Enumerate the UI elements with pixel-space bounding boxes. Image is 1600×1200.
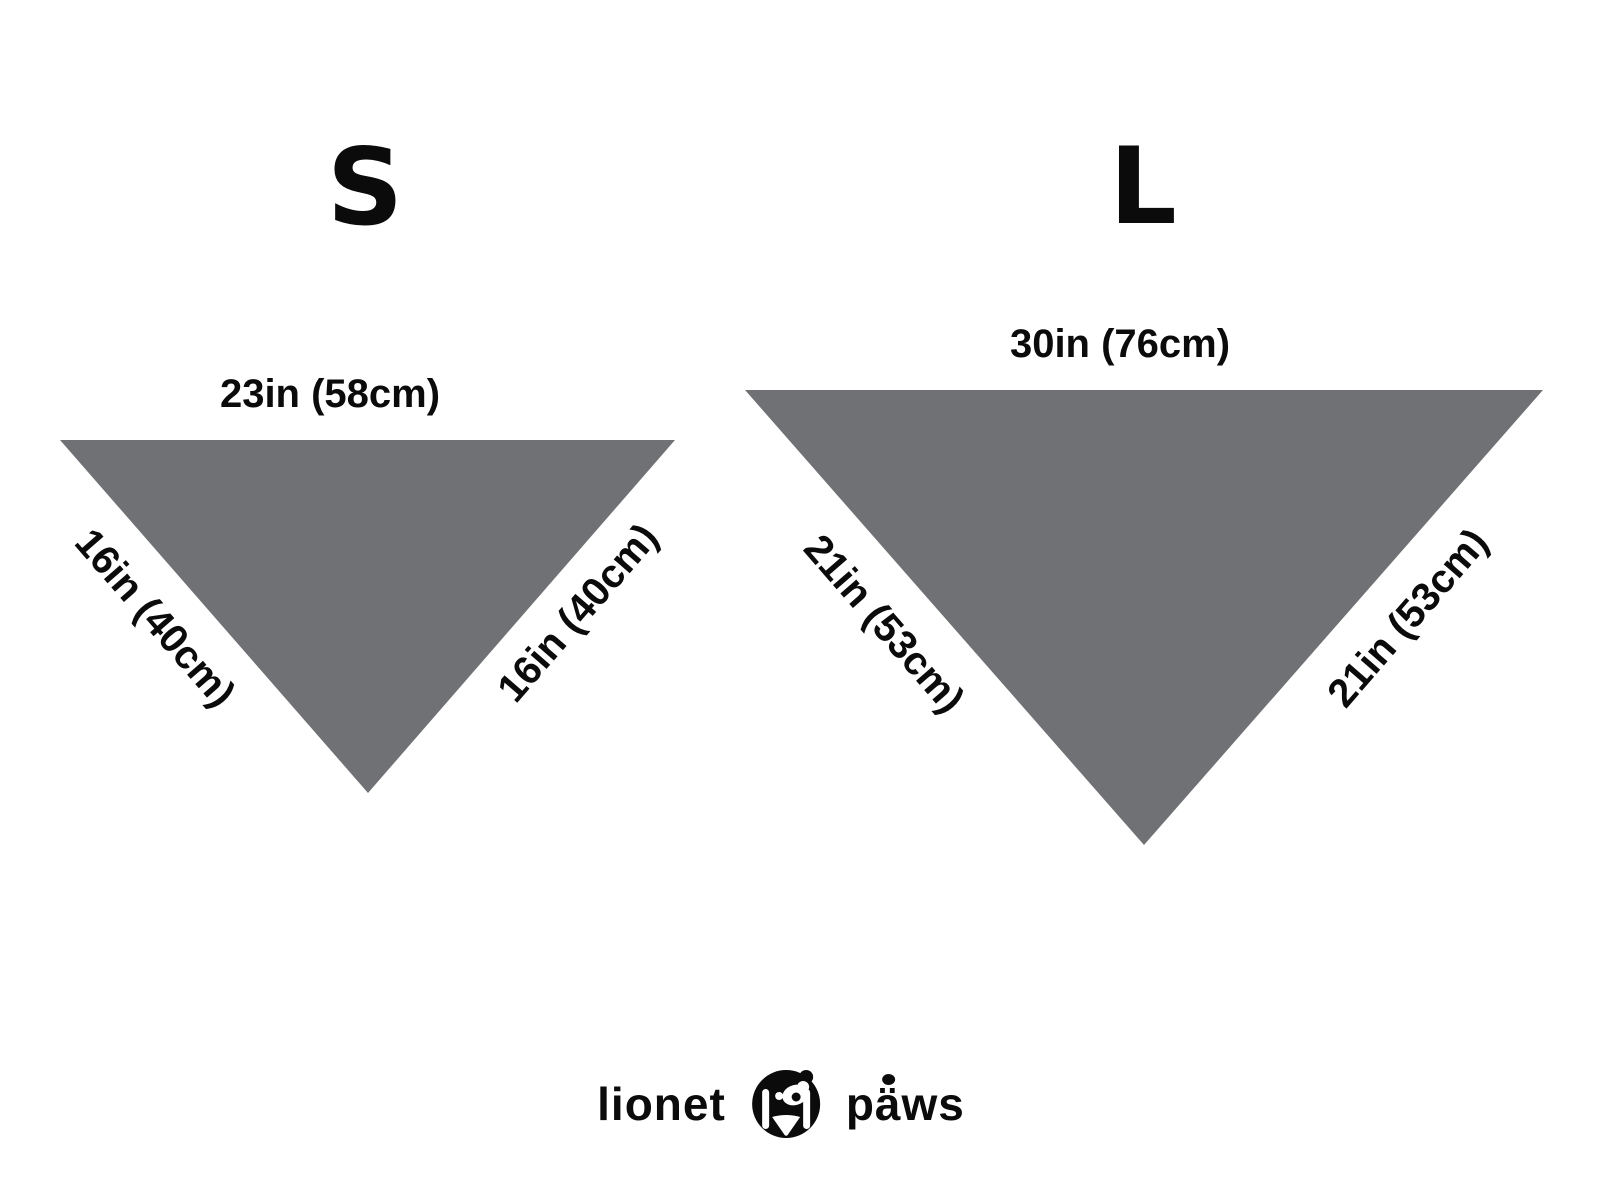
size-l-letter: L xyxy=(1109,125,1177,248)
paw-center-dot xyxy=(881,1074,895,1085)
size-s-letter: S xyxy=(326,126,404,249)
size-l-triangle xyxy=(745,390,1543,845)
brand-word-paws-text: päws xyxy=(845,1078,965,1130)
size-s-triangle xyxy=(60,440,675,793)
dog-face-icon xyxy=(750,1068,822,1140)
brand-word-paws: päws xyxy=(845,1074,965,1130)
brand-word-lionet: lionet xyxy=(597,1078,726,1130)
size-l-top-measurement: 30in (76cm) xyxy=(1009,322,1231,366)
size-s-top-measurement: 23in (58cm) xyxy=(219,372,441,416)
brand-logo: lionet päws xyxy=(597,1068,965,1140)
